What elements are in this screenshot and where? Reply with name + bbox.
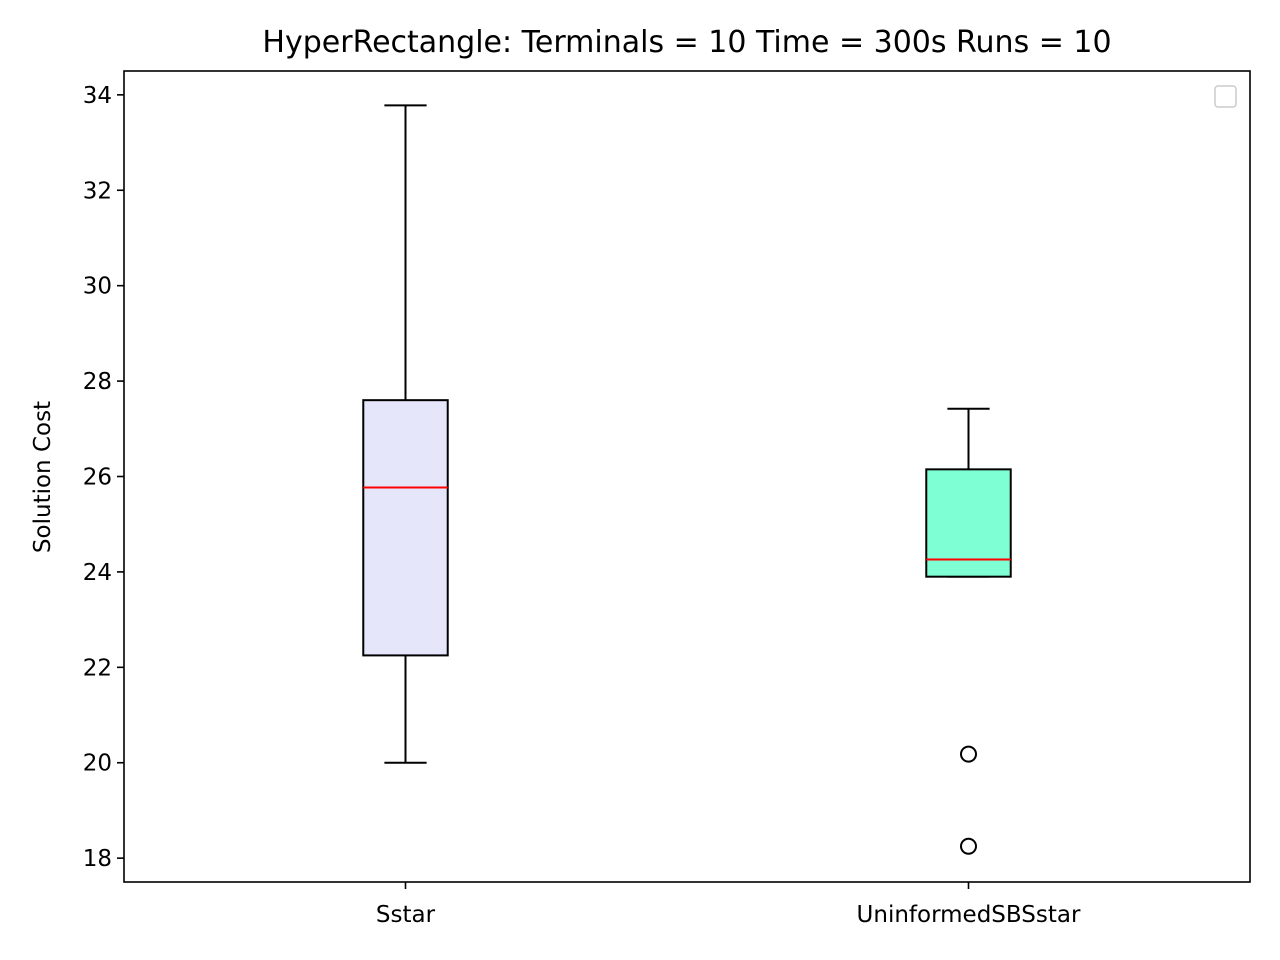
x-tick-label: UninformedSBSstar	[857, 902, 1081, 928]
x-axis: Sstar UninformedSBSstar	[376, 882, 1081, 928]
y-tick-label: 22	[83, 655, 112, 681]
y-tick-label: 26	[83, 465, 112, 491]
y-tick-label: 30	[83, 274, 112, 300]
box-group-0	[362, 104, 449, 764]
y-tick-label: 20	[83, 751, 112, 777]
x-tick-label: Sstar	[376, 902, 436, 928]
y-tick-label: 28	[83, 369, 112, 395]
outlier-point	[960, 837, 977, 855]
iqr-box	[362, 399, 449, 657]
axes-frame	[123, 70, 1251, 883]
plot-area	[362, 104, 1012, 855]
y-axis: 18 20 22 24 26 28 30 32 34	[83, 83, 124, 872]
legend-box	[1214, 85, 1237, 108]
y-tick-label: 32	[83, 178, 112, 204]
outlier-point	[960, 745, 977, 763]
box-group-1	[925, 407, 1012, 855]
y-tick-label: 24	[83, 560, 112, 586]
chart-title: HyperRectangle: Terminals = 10 Time = 30…	[262, 25, 1111, 60]
y-axis-label: Solution Cost	[30, 401, 56, 553]
y-tick-label: 18	[83, 846, 112, 872]
y-tick-label: 34	[83, 83, 112, 109]
iqr-box	[925, 468, 1012, 578]
